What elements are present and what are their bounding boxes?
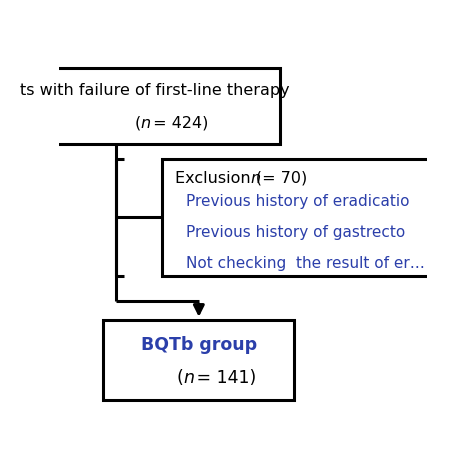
Text: Exclusion (: Exclusion ( bbox=[175, 171, 262, 185]
Text: (: ( bbox=[177, 369, 183, 387]
Text: Previous history of eradicatio: Previous history of eradicatio bbox=[186, 193, 410, 209]
Text: ts with failure of first-line therapy: ts with failure of first-line therapy bbox=[20, 83, 290, 98]
Text: (: ( bbox=[135, 116, 141, 130]
Text: BQTb group: BQTb group bbox=[141, 337, 257, 355]
Text: Previous history of gastrecto: Previous history of gastrecto bbox=[186, 225, 405, 239]
Text: = 141): = 141) bbox=[191, 369, 257, 387]
Text: Not checking  the result of er…: Not checking the result of er… bbox=[186, 255, 425, 271]
Text: = 424): = 424) bbox=[148, 116, 209, 130]
FancyBboxPatch shape bbox=[103, 319, 294, 400]
FancyBboxPatch shape bbox=[30, 68, 280, 145]
Text: n: n bbox=[250, 171, 260, 185]
Text: n: n bbox=[183, 369, 194, 387]
Text: = 70): = 70) bbox=[256, 171, 307, 185]
FancyBboxPatch shape bbox=[162, 159, 434, 276]
Text: n: n bbox=[141, 116, 151, 130]
